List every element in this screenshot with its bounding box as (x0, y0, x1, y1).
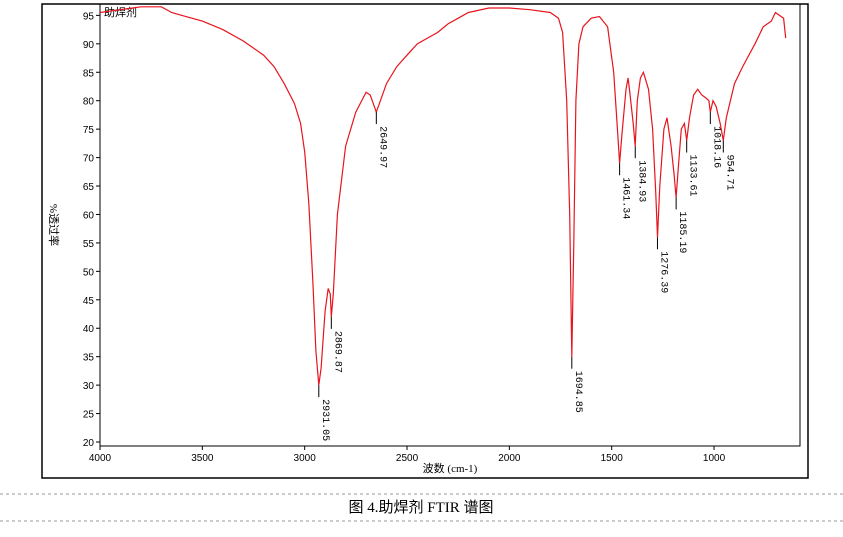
y-tick-label: 40 (83, 324, 95, 335)
peak-label: 1461.34 (620, 177, 631, 219)
plot-area (99, 3, 801, 447)
y-tick-label: 50 (83, 267, 95, 278)
peak-label: 1018.16 (710, 126, 721, 168)
peak-label: 1694.85 (572, 371, 583, 413)
x-tick-label: 2500 (396, 453, 419, 464)
x-tick-label: 3500 (191, 453, 214, 464)
y-tick-label: 85 (83, 68, 95, 79)
frame (41, 3, 809, 479)
series-label: 助焊剂 (104, 5, 137, 19)
y-tick-label: 35 (83, 353, 95, 364)
peak-label: 2931.05 (319, 399, 330, 441)
y-tick-label: 65 (83, 182, 95, 193)
peak-label: 1133.61 (687, 155, 698, 197)
y-tick-label: 80 (83, 97, 95, 108)
y-tick-label: 45 (83, 296, 95, 307)
peak-label: 1185.19 (676, 211, 687, 253)
y-tick-label: 90 (83, 40, 95, 51)
y-tick-label: 75 (83, 125, 95, 136)
peak-label: 1384.93 (635, 160, 646, 202)
y-tick-label: 60 (83, 210, 95, 221)
y-tick-label: 25 (83, 410, 95, 421)
peak-label: 2649.97 (376, 126, 387, 168)
x-tick-label: 4000 (89, 453, 112, 464)
y-tick-label: 95 (83, 11, 95, 22)
peak-label: 954.71 (723, 155, 734, 191)
x-tick-label: 3000 (294, 453, 317, 464)
y-tick-label: 20 (83, 438, 95, 449)
x-tick-label: 1000 (703, 453, 726, 464)
x-tick-label: 1500 (601, 453, 624, 464)
x-tick-label: 2000 (498, 453, 521, 464)
y-axis-label: %透过率 (47, 204, 61, 246)
spectrum-line (99, 6, 787, 386)
peak-label: 1276.39 (657, 251, 668, 293)
caption: 图 4.助焊剂 FTIR 谱图 (348, 499, 493, 516)
x-axis-label: 波数 (cm-1) (423, 462, 478, 475)
y-tick-label: 70 (83, 154, 95, 165)
peak-label: 2869.87 (331, 331, 342, 373)
y-tick-label: 30 (83, 381, 95, 392)
y-tick-label: 55 (83, 239, 95, 250)
